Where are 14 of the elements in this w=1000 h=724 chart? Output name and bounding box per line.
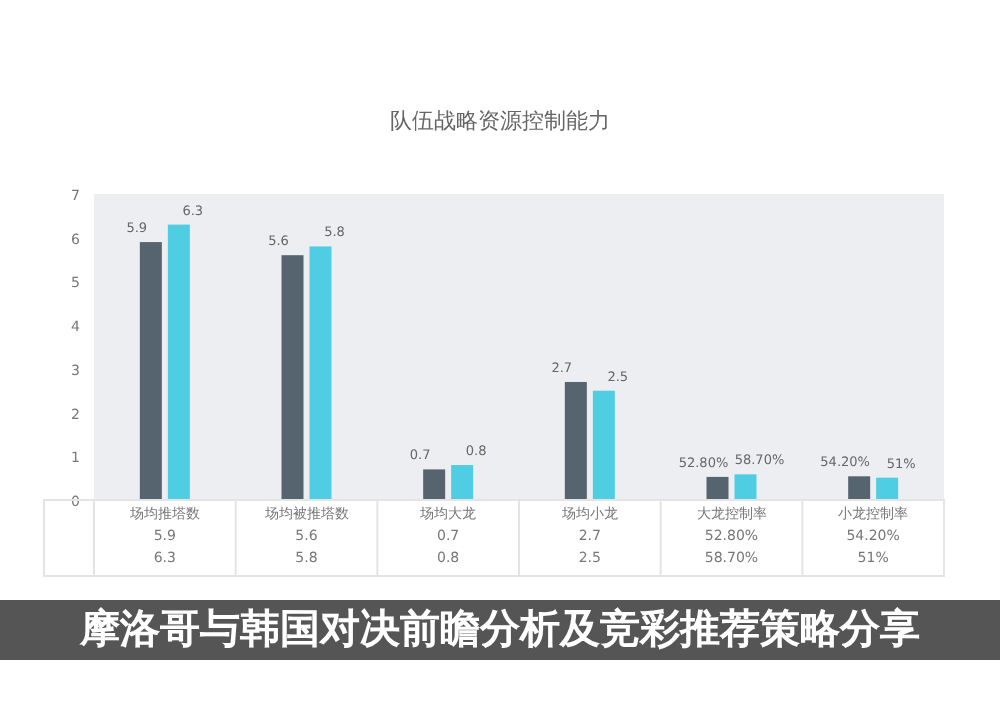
bar [734, 474, 757, 500]
bar [167, 224, 190, 500]
chart-title: 队伍战略资源控制能力 [390, 108, 610, 134]
bar [423, 469, 446, 500]
bar [848, 476, 871, 500]
text: 摩洛哥与韩国对决前瞻分析及竞彩推荐策略分享 [78, 604, 920, 652]
bar [309, 246, 332, 500]
bar [876, 477, 899, 500]
bar [281, 255, 304, 500]
bar [564, 381, 587, 500]
bar [592, 390, 615, 500]
bar [451, 465, 474, 500]
bar [139, 242, 162, 500]
bar [706, 476, 729, 500]
